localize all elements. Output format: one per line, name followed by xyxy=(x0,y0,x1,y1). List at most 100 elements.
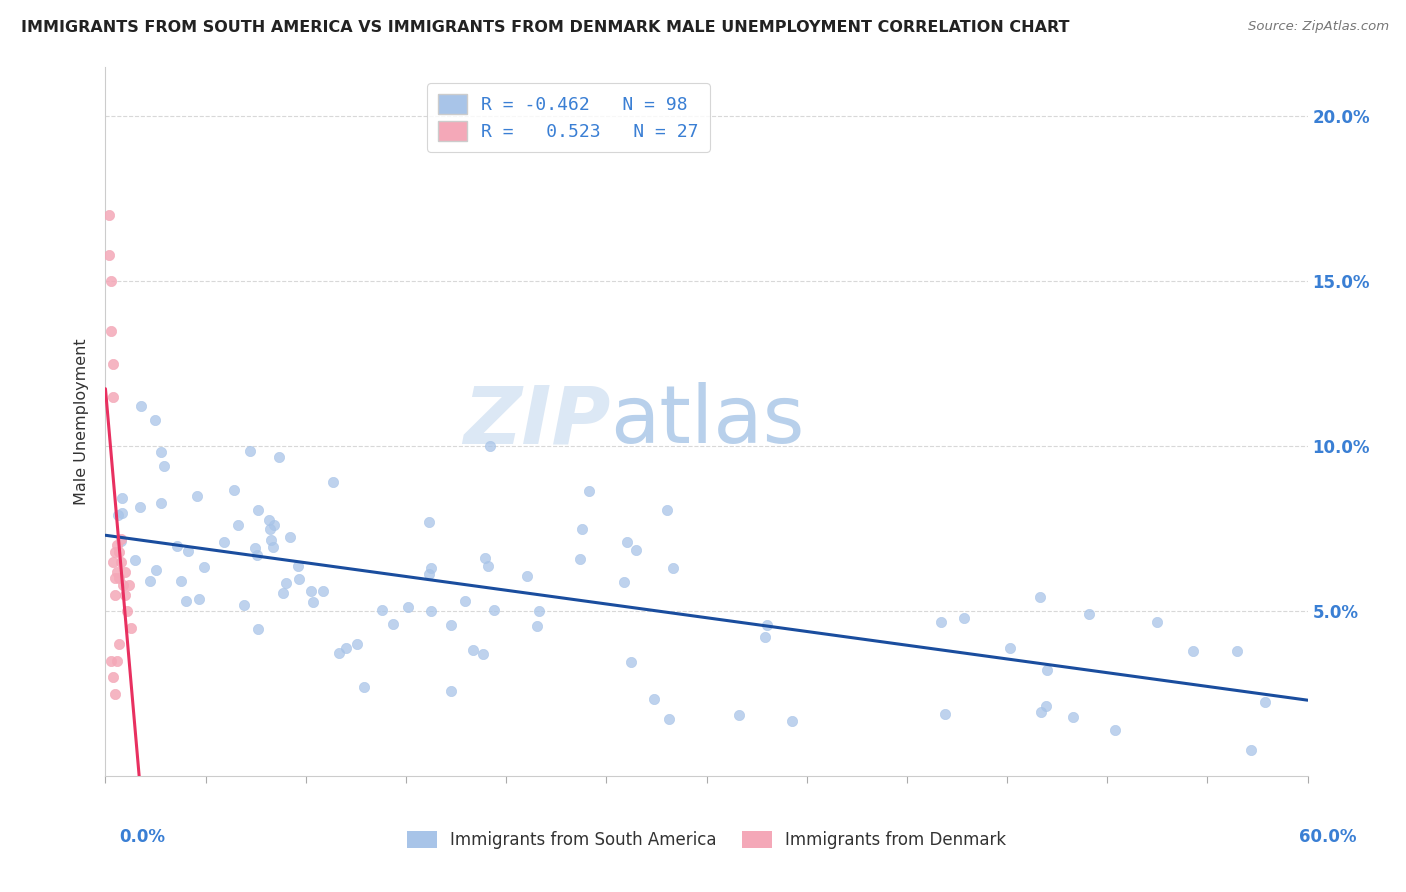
Point xyxy=(257,513,280,527)
Point xyxy=(529,604,551,618)
Point xyxy=(461,642,484,657)
Point xyxy=(145,563,167,577)
Text: atlas: atlas xyxy=(610,383,804,460)
Point xyxy=(100,274,122,288)
Point xyxy=(108,571,131,585)
Point xyxy=(274,576,297,591)
Point xyxy=(153,459,176,474)
Text: 0.0%: 0.0% xyxy=(120,828,166,846)
Point xyxy=(224,483,246,498)
Point xyxy=(110,532,132,546)
Point xyxy=(128,500,150,515)
Point xyxy=(243,541,266,555)
Point xyxy=(149,445,172,459)
Point xyxy=(214,535,236,549)
Point xyxy=(288,572,311,586)
Point xyxy=(1062,709,1084,723)
Point xyxy=(382,616,405,631)
Point xyxy=(104,687,127,701)
Point xyxy=(616,535,638,549)
Point xyxy=(246,548,269,562)
Point xyxy=(474,550,496,565)
Point xyxy=(419,604,441,618)
Point xyxy=(246,502,269,516)
Point xyxy=(121,621,143,635)
Point xyxy=(353,680,375,694)
Point xyxy=(312,583,335,598)
Point xyxy=(98,248,121,262)
Point xyxy=(118,578,141,592)
Point xyxy=(271,586,294,600)
Point xyxy=(1028,591,1050,605)
Point xyxy=(484,603,506,617)
Point xyxy=(278,530,301,544)
Point xyxy=(1035,698,1057,713)
Point xyxy=(259,522,281,536)
Point xyxy=(188,592,211,607)
Point xyxy=(1225,644,1247,658)
Point xyxy=(418,567,440,582)
Point xyxy=(302,595,325,609)
Point xyxy=(260,533,283,548)
Point xyxy=(226,517,249,532)
Text: ZIP: ZIP xyxy=(463,383,610,460)
Point xyxy=(571,522,593,536)
Point xyxy=(931,615,953,629)
Point xyxy=(569,552,592,566)
Point xyxy=(440,618,463,632)
Point xyxy=(246,623,269,637)
Point xyxy=(233,598,256,612)
Point xyxy=(104,588,127,602)
Point xyxy=(103,670,125,684)
Point xyxy=(624,542,647,557)
Point xyxy=(613,574,636,589)
Point xyxy=(371,603,394,617)
Legend: R = -0.462   N = 98, R =   0.523   N = 27: R = -0.462 N = 98, R = 0.523 N = 27 xyxy=(427,83,710,152)
Point xyxy=(108,637,131,651)
Point xyxy=(479,439,502,453)
Point xyxy=(477,558,499,573)
Point xyxy=(1240,742,1263,756)
Y-axis label: Male Unemployment: Male Unemployment xyxy=(75,338,90,505)
Point xyxy=(728,707,751,722)
Point xyxy=(166,539,188,553)
Point xyxy=(103,357,125,371)
Point xyxy=(100,654,122,668)
Point xyxy=(346,636,368,650)
Point xyxy=(658,712,681,726)
Point xyxy=(170,574,193,588)
Point xyxy=(186,489,208,503)
Point xyxy=(655,503,678,517)
Point xyxy=(1036,663,1059,677)
Point xyxy=(111,491,134,505)
Point xyxy=(107,538,129,552)
Point xyxy=(1077,607,1099,621)
Point xyxy=(139,574,162,589)
Point xyxy=(418,516,440,530)
Point xyxy=(1146,615,1168,630)
Point xyxy=(114,588,136,602)
Point xyxy=(756,618,779,632)
Point xyxy=(110,533,132,548)
Point xyxy=(643,692,665,706)
Point xyxy=(131,399,153,413)
Point xyxy=(661,561,683,575)
Point xyxy=(1104,723,1126,737)
Point xyxy=(335,640,357,655)
Point xyxy=(287,559,309,574)
Point xyxy=(108,545,131,559)
Point xyxy=(471,647,494,661)
Point xyxy=(174,594,197,608)
Point xyxy=(112,578,135,592)
Point xyxy=(117,604,139,618)
Point xyxy=(782,714,804,728)
Point xyxy=(299,583,322,598)
Point xyxy=(177,544,200,558)
Point xyxy=(100,324,122,338)
Text: 60.0%: 60.0% xyxy=(1299,828,1357,846)
Point xyxy=(103,390,125,404)
Point xyxy=(420,560,443,574)
Point xyxy=(620,656,643,670)
Point xyxy=(104,545,127,559)
Point xyxy=(516,569,538,583)
